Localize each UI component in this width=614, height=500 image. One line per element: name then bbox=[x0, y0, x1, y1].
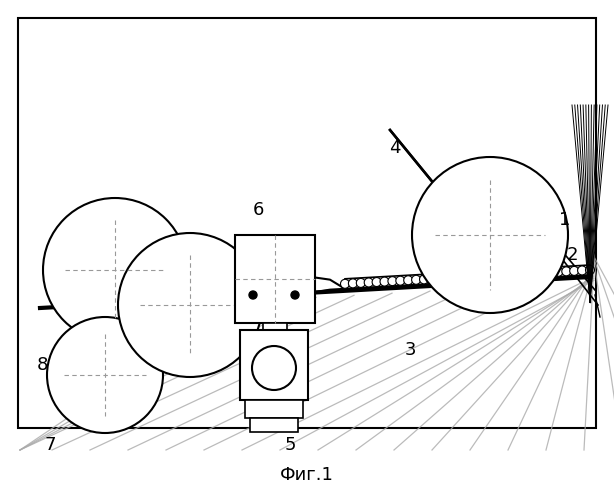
Circle shape bbox=[554, 268, 563, 276]
Text: 8: 8 bbox=[36, 356, 48, 374]
Bar bbox=[245, 400, 303, 418]
Circle shape bbox=[570, 266, 578, 276]
Circle shape bbox=[412, 157, 568, 313]
Circle shape bbox=[530, 268, 539, 278]
Circle shape bbox=[396, 276, 405, 285]
Circle shape bbox=[43, 198, 187, 342]
Text: 1: 1 bbox=[559, 211, 570, 229]
Circle shape bbox=[546, 268, 555, 276]
Circle shape bbox=[47, 317, 163, 433]
Circle shape bbox=[411, 276, 421, 284]
Text: 7: 7 bbox=[44, 436, 56, 454]
Circle shape bbox=[380, 277, 389, 286]
Circle shape bbox=[459, 272, 468, 281]
Circle shape bbox=[538, 268, 547, 277]
Circle shape bbox=[562, 267, 571, 276]
Circle shape bbox=[388, 276, 397, 285]
Circle shape bbox=[435, 274, 445, 283]
Circle shape bbox=[499, 270, 508, 280]
Circle shape bbox=[515, 270, 523, 278]
Circle shape bbox=[467, 272, 476, 281]
Circle shape bbox=[427, 274, 437, 283]
Circle shape bbox=[475, 272, 484, 280]
Bar bbox=[18, 18, 596, 428]
Circle shape bbox=[483, 272, 492, 280]
Circle shape bbox=[249, 291, 257, 299]
Text: 5: 5 bbox=[284, 436, 296, 454]
Circle shape bbox=[491, 271, 500, 280]
Circle shape bbox=[586, 266, 594, 274]
Circle shape bbox=[404, 276, 413, 284]
Bar bbox=[250, 418, 298, 432]
Circle shape bbox=[419, 275, 429, 284]
Bar bbox=[235, 235, 315, 323]
Text: 2: 2 bbox=[566, 246, 578, 264]
Circle shape bbox=[451, 273, 460, 282]
Circle shape bbox=[291, 291, 299, 299]
Circle shape bbox=[118, 233, 262, 377]
Circle shape bbox=[372, 278, 381, 286]
Bar bbox=[240, 330, 308, 400]
Circle shape bbox=[348, 279, 357, 288]
Text: 6: 6 bbox=[252, 201, 263, 219]
Circle shape bbox=[341, 280, 349, 288]
Circle shape bbox=[252, 346, 296, 390]
Circle shape bbox=[507, 270, 516, 279]
Circle shape bbox=[356, 278, 365, 287]
Text: 4: 4 bbox=[389, 139, 401, 157]
Circle shape bbox=[578, 266, 586, 275]
Circle shape bbox=[443, 274, 453, 282]
Circle shape bbox=[523, 269, 531, 278]
Circle shape bbox=[364, 278, 373, 287]
Bar bbox=[263, 323, 287, 335]
Text: 3: 3 bbox=[404, 341, 416, 359]
Text: Фиг.1: Фиг.1 bbox=[280, 466, 334, 484]
